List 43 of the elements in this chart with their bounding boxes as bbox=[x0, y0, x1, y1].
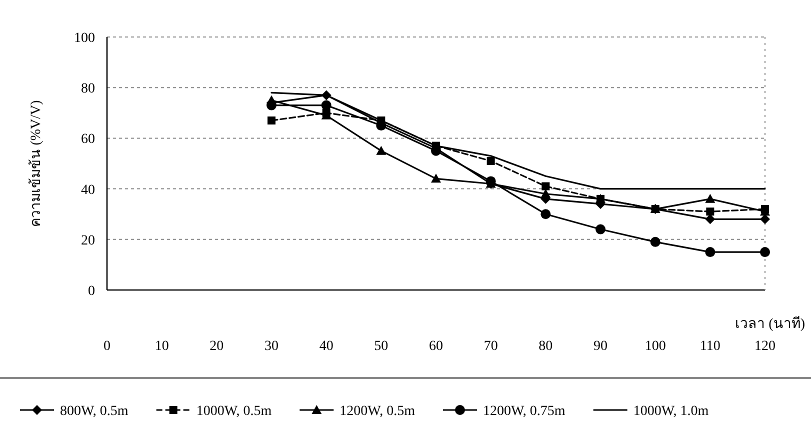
x-tick-label: 10 bbox=[154, 339, 169, 354]
x-tick-label: 70 bbox=[484, 339, 498, 354]
legend-label: 800W, 0.5m bbox=[60, 404, 128, 419]
point bbox=[268, 116, 276, 124]
x-tick-label: 60 bbox=[429, 339, 443, 354]
point bbox=[705, 194, 716, 203]
point bbox=[321, 100, 332, 110]
x-tick-label: 50 bbox=[374, 339, 388, 354]
point bbox=[650, 236, 660, 247]
y-tick-label: 100 bbox=[74, 31, 95, 46]
x-tick-label: 120 bbox=[754, 339, 776, 354]
y-tick-label: 40 bbox=[81, 182, 95, 198]
x-tick-label: 100 bbox=[644, 339, 666, 354]
point bbox=[760, 247, 770, 258]
x-tick-label: 40 bbox=[319, 339, 334, 354]
y-tick-label: 20 bbox=[81, 233, 95, 248]
point bbox=[540, 188, 551, 198]
point bbox=[431, 174, 441, 183]
point bbox=[705, 247, 716, 258]
x-tick-label: 20 bbox=[210, 339, 224, 354]
point bbox=[760, 214, 770, 224]
legend-label: 1200W, 0.75m bbox=[482, 404, 566, 419]
x-tick-label: 0 bbox=[104, 339, 110, 354]
point bbox=[596, 224, 606, 234]
legend-label: 1200W, 0.5m bbox=[340, 404, 416, 419]
x-tick-label: 30 bbox=[264, 339, 278, 354]
y-tick-label: 0 bbox=[88, 284, 95, 299]
point bbox=[705, 214, 716, 224]
y-axis-title: ความเข้มข้น (%V/V) bbox=[28, 100, 44, 227]
legend-label: 1000W, 0.5m bbox=[196, 404, 272, 419]
x-tick-label: 90 bbox=[594, 339, 608, 354]
point bbox=[486, 156, 495, 165]
legend-label: 1000W, 1.0m bbox=[633, 404, 709, 419]
x-tick-label: 80 bbox=[538, 339, 553, 354]
point bbox=[266, 100, 276, 110]
point bbox=[376, 146, 386, 155]
x-axis-title: เวลา (นาที) bbox=[735, 316, 806, 332]
point bbox=[542, 182, 550, 190]
x-tick-label: 110 bbox=[700, 339, 720, 354]
point bbox=[540, 209, 551, 220]
point bbox=[706, 208, 714, 216]
y-tick-label: 60 bbox=[81, 132, 95, 148]
y-tick-label: 80 bbox=[81, 82, 95, 97]
